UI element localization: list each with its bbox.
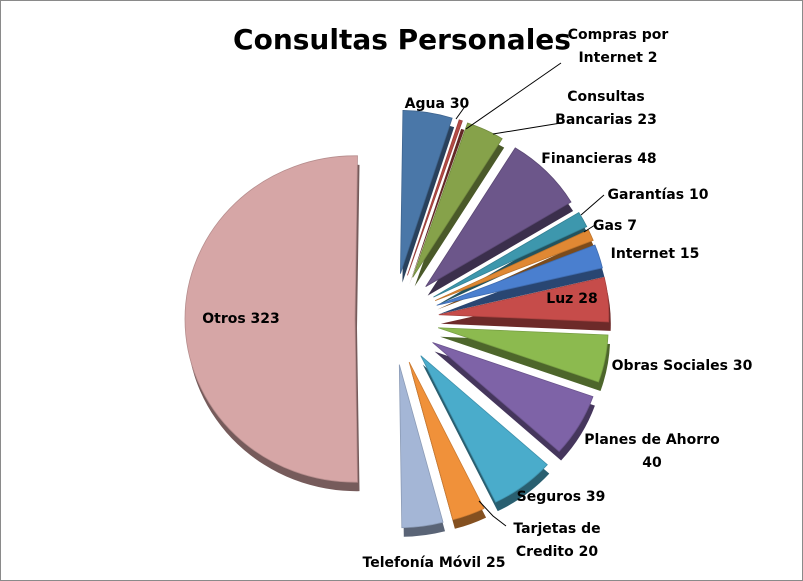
slice-depth-compras-por-internet bbox=[409, 128, 465, 285]
slice-planes-de-ahorro bbox=[432, 342, 594, 453]
slice-garant-as bbox=[433, 211, 588, 298]
slice-obras-sociales bbox=[438, 327, 609, 383]
data-label-planes-de-ahorro: Planes de Ahorro 40 bbox=[584, 432, 720, 471]
slice-group bbox=[184, 110, 611, 537]
data-label-financieras: Financieras 48 bbox=[541, 151, 656, 167]
data-label-compras-por-internet: Compras por Internet 2 bbox=[568, 27, 669, 66]
data-label-seguros: Seguros 39 bbox=[517, 489, 606, 505]
slice-compras-por-internet bbox=[407, 119, 463, 276]
leader-line-gas bbox=[583, 224, 596, 233]
slice-telefon-a-m-vil bbox=[398, 364, 444, 529]
data-label-luz: Luz 28 bbox=[546, 291, 597, 307]
slice-agua bbox=[400, 110, 453, 274]
data-label-agua: Agua 30 bbox=[405, 96, 470, 112]
data-label-internet: Internet 15 bbox=[611, 246, 700, 262]
slice-financieras bbox=[425, 147, 572, 287]
leader-line-agua bbox=[455, 104, 467, 120]
slice-tarjetas-de-credito bbox=[408, 361, 485, 521]
data-label-otros: Otros 323 bbox=[202, 311, 280, 327]
slice-otros bbox=[184, 155, 358, 483]
chart-title: Consultas Personales bbox=[233, 23, 571, 56]
leader-line-group bbox=[455, 62, 605, 527]
data-label-garant-as: Garantías 10 bbox=[608, 187, 709, 203]
data-label-obras-sociales: Obras Sociales 30 bbox=[612, 358, 753, 374]
leader-line-garant-as bbox=[580, 194, 605, 216]
slice-gas bbox=[434, 229, 594, 301]
data-label-gas: Gas 7 bbox=[593, 218, 637, 234]
data-label-telefon-a-m-vil: Telefonía Móvil 25 bbox=[363, 555, 506, 571]
slice-consultas-bancarias bbox=[412, 122, 503, 278]
slice-seguros bbox=[420, 355, 548, 503]
leader-line-tarjetas-de-credito bbox=[478, 500, 507, 527]
leader-line-compras-por-internet bbox=[465, 62, 562, 130]
slice-luz bbox=[438, 276, 610, 323]
label-group: Agua 30 Compras por Internet 2 Consultas Ban… bbox=[202, 27, 752, 571]
leader-line-consultas-bancarias bbox=[492, 122, 562, 135]
data-label-tarjetas-de-credito: Tarjetas de Credito 20 bbox=[513, 521, 600, 560]
data-label-consultas-bancarias: Consultas Bancarias 23 bbox=[555, 89, 657, 128]
slice-internet bbox=[436, 244, 603, 306]
